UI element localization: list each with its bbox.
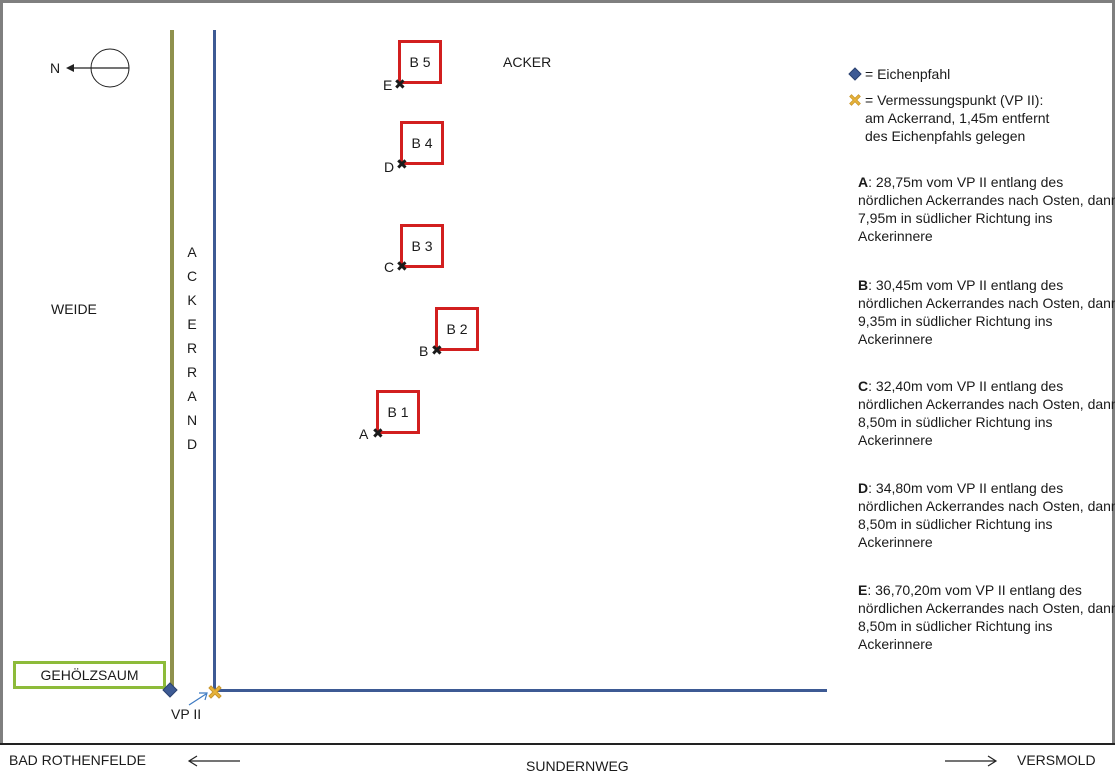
legend-entry-d: D: 34,80m vom VP II entlang des nördlich… xyxy=(858,479,1115,551)
legend-entry-key: B xyxy=(858,277,869,293)
vp-pointer-arrow-icon xyxy=(188,692,208,706)
legend-entry-text: : 34,80m vom VP II entlang des nördliche… xyxy=(858,480,1115,550)
eichenpfahl-legend-icon xyxy=(848,67,862,81)
ackerrand-letter: R xyxy=(187,364,198,380)
plot-label: B 2 xyxy=(446,321,468,337)
vp-label: VP II xyxy=(171,706,202,722)
hedge-line xyxy=(170,30,174,687)
legend-entry-key: D xyxy=(858,480,869,496)
point-marker-icon: ✖ xyxy=(372,425,384,441)
legend-entry-key: E xyxy=(858,582,868,598)
ackerrand-letter: E xyxy=(187,316,197,332)
legend-vermessung-line1: = Vermessungspunkt (VP II): xyxy=(865,92,1044,108)
plot-box-b3: B 3 xyxy=(400,224,444,268)
vermessungspunkt-marker-icon xyxy=(208,685,222,699)
legend-entry-text: : 30,45m vom VP II entlang des nördliche… xyxy=(858,277,1115,347)
point-label-c: C xyxy=(384,259,395,275)
legend-entry-text: : 32,40m vom VP II entlang des nördliche… xyxy=(858,378,1115,448)
point-label-d: D xyxy=(384,159,395,175)
point-marker-icon: ✖ xyxy=(396,258,408,274)
field-edge-horizontal xyxy=(213,689,827,692)
acker-label: ACKER xyxy=(503,54,552,70)
point-label-e: E xyxy=(383,77,393,93)
legend-entry-key: A xyxy=(858,174,869,190)
point-marker-icon: ✖ xyxy=(431,342,443,358)
legend-entry-text: : 28,75m vom VP II entlang des nördliche… xyxy=(858,174,1115,244)
legend-entry-b: B: 30,45m vom VP II entlang des nördlich… xyxy=(858,276,1115,348)
legend-vermessung-line2: am Ackerrand, 1,45m entfernt xyxy=(865,110,1050,126)
plot-label: B 1 xyxy=(387,404,409,420)
ackerrand-letter: A xyxy=(187,388,197,404)
compass-arrow-icon xyxy=(66,48,130,88)
gehoelzsaum-box: GEHÖLZSAUM xyxy=(13,661,166,689)
plot-box-b4: B 4 xyxy=(400,121,444,165)
legend: = Eichenpfahl = Vermessungspunkt (VP II)… xyxy=(848,63,1115,663)
road-center-label: SUNDERNWEG xyxy=(526,758,629,774)
ackerrand-label: A C K E R R A N D xyxy=(187,240,197,456)
legend-vermessung-line3: des Eichenpfahls gelegen xyxy=(865,128,1026,144)
plot-box-b2: B 2 xyxy=(435,307,479,351)
legend-entry-text: : 36,70,20m vom VP II entlang des nördli… xyxy=(858,582,1115,652)
diagram-frame xyxy=(0,0,1115,743)
ackerrand-letter: A xyxy=(187,244,197,260)
plot-label: B 3 xyxy=(411,238,433,254)
legend-entry-a: A: 28,75m vom VP II entlang des nördlich… xyxy=(858,173,1115,245)
ackerrand-letter: D xyxy=(187,436,198,452)
plot-box-b5: B 5 xyxy=(398,40,442,84)
eichenpfahl-marker-icon xyxy=(162,682,178,698)
road-right-label: VERSMOLD xyxy=(1017,752,1096,768)
legend-entry-c: C: 32,40m vom VP II entlang des nördlich… xyxy=(858,377,1115,449)
plot-label: B 4 xyxy=(411,135,433,151)
ackerrand-letter: C xyxy=(187,268,198,284)
plot-label: B 5 xyxy=(409,54,431,70)
weide-label: WEIDE xyxy=(51,301,97,317)
gehoelzsaum-label: GEHÖLZSAUM xyxy=(40,667,139,683)
legend-entry-key: C xyxy=(858,378,869,394)
road-left-label: BAD ROTHENFELDE xyxy=(9,752,146,768)
ackerrand-letter: K xyxy=(187,292,197,308)
arrow-left-icon xyxy=(187,755,240,767)
point-marker-icon: ✖ xyxy=(394,76,406,92)
arrow-right-icon xyxy=(945,755,998,767)
point-marker-icon: ✖ xyxy=(396,156,408,172)
ackerrand-letter: N xyxy=(187,412,198,428)
plot-box-b1: B 1 xyxy=(376,390,420,434)
legend-eichenpfahl: = Eichenpfahl xyxy=(865,66,951,82)
point-label-b: B xyxy=(419,343,429,359)
vermessungspunkt-legend-icon xyxy=(849,94,861,106)
legend-entry-e: E: 36,70,20m vom VP II entlang des nördl… xyxy=(858,581,1115,653)
point-label-a: A xyxy=(359,426,369,442)
ackerrand-letter: R xyxy=(187,340,198,356)
compass-north-label: N xyxy=(50,60,61,76)
compass: N xyxy=(50,45,130,95)
road-line xyxy=(0,743,1115,745)
field-edge-vertical xyxy=(213,30,216,692)
